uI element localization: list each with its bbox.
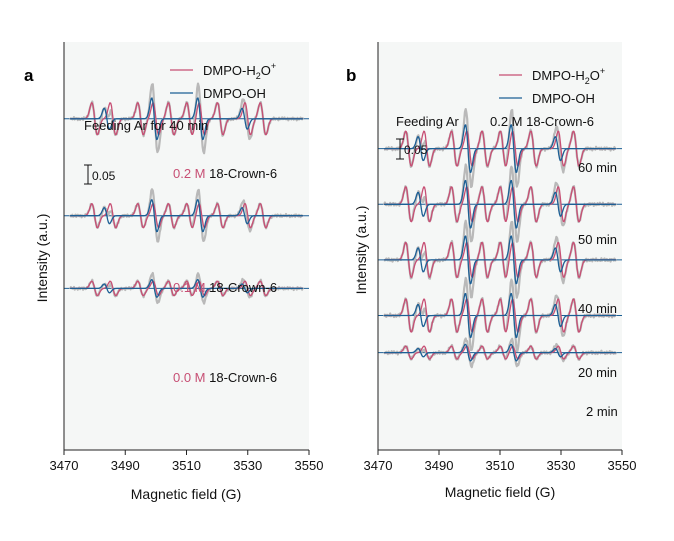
panel-a-x-tick-label: 3470 (50, 458, 79, 473)
panel-b: b 3470 3490 3510 3530 3550 Magnetic field (G… (346, 42, 636, 500)
panel-b-trace-3-dmpo-oh (384, 292, 616, 339)
panel-b-y-label: Intensity (a.u.) (353, 206, 369, 295)
panel-b-trace-label-3: 20 min (578, 365, 617, 380)
panel-a-x-tick-label: 3550 (295, 458, 324, 473)
panel-a-legend-oh: DMPO-OH (203, 86, 266, 101)
panel-a-trace-1-dmpo-oh (70, 199, 303, 233)
panel-b-annotation-left: Feeding Ar (396, 114, 460, 129)
panel-b-trace-1-dmpo-oh (384, 179, 616, 229)
panel-b-x-label: Magnetic field (G) (445, 484, 555, 500)
panel-a-trace-label-0: 0.2 M 18-Crown-6 (173, 166, 277, 181)
panel-a-x-tick-label: 3490 (111, 458, 140, 473)
panel-a-x-tick-label: 3510 (172, 458, 201, 473)
panel-b-trace-1-dmpo-h2o (384, 186, 616, 223)
panel-b-traces (378, 108, 622, 369)
panel-b-scale-bar (396, 138, 404, 160)
panel-b-legend-oh: DMPO-OH (532, 91, 595, 106)
panel-a-traces (64, 82, 309, 305)
panel-b-trace-4-dmpo-h2o (384, 345, 616, 360)
panel-b-trace-label-4: 2 min (586, 404, 618, 419)
panel-a-annotation: Feeding Ar for 40 min (84, 118, 208, 133)
panel-b-x-tick-label: 3470 (364, 458, 393, 473)
panel-b-trace-3-dmpo-h2o (384, 298, 616, 333)
panel-b-scale-bar-label: 0.05 (404, 143, 428, 157)
panel-a-trace-1-dmpo-h2o (70, 203, 303, 229)
panel-b-trace-label-2: 40 min (578, 301, 617, 316)
panel-a-y-label: Intensity (a.u.) (34, 214, 50, 303)
panel-a-trace-2-dmpo-oh (70, 279, 303, 298)
panel-a-scale-bar (84, 164, 92, 185)
panel-b-label: b (346, 66, 356, 85)
panel-a-label: a (24, 66, 34, 85)
panel-a-trace-2-dmpo-h2o (70, 280, 303, 297)
panel-b-trace-label-1: 50 min (578, 232, 617, 247)
panel-a-legend-h2o: DMPO-H2O+ (203, 61, 276, 81)
panel-b-x-tick-label: 3530 (547, 458, 576, 473)
panel-a-trace-label-1: 0.1 M 18-Crown-6 (173, 280, 277, 295)
panel-a-trace-0-dmpo-h2o (70, 102, 303, 136)
panel-b-legend-h2o: DMPO-H2O+ (532, 66, 605, 86)
panel-b-trace-2-dmpo-oh (384, 235, 616, 285)
panel-b-trace-label-0: 60 min (578, 160, 617, 175)
panel-b-trace-0-dmpo-h2o (384, 130, 616, 167)
panel-a-x-ticks: 3470 3490 3510 3530 3550 (50, 450, 324, 473)
panel-b-trace-0-dmpo-oh (384, 124, 616, 174)
panel-b-x-tick-label: 3510 (486, 458, 515, 473)
panel-a-trace-0-dmpo-oh (70, 97, 303, 141)
panel-b-x-tick-label: 3490 (425, 458, 454, 473)
panel-b-x-ticks: 3470 3490 3510 3530 3550 (364, 450, 637, 473)
panel-a-trace-label-2: 0.0 M 18-Crown-6 (173, 370, 277, 385)
panel-b-plot-area (378, 42, 622, 450)
panel-b-x-tick-label: 3550 (608, 458, 637, 473)
panel-b-annotation-right: 0.2 M 18-Crown-6 (490, 114, 594, 129)
panel-b-trace-4-dmpo-oh (384, 343, 616, 362)
panel-b-trace-2-dmpo-h2o (384, 241, 616, 278)
panel-a-x-tick-label: 3530 (233, 458, 262, 473)
panel-a: a 3470 3490 3510 3530 3550 Magnetic field (G… (24, 42, 323, 502)
panel-a-x-label: Magnetic field (G) (131, 486, 241, 502)
panel-a-scale-bar-label: 0.05 (92, 169, 116, 183)
